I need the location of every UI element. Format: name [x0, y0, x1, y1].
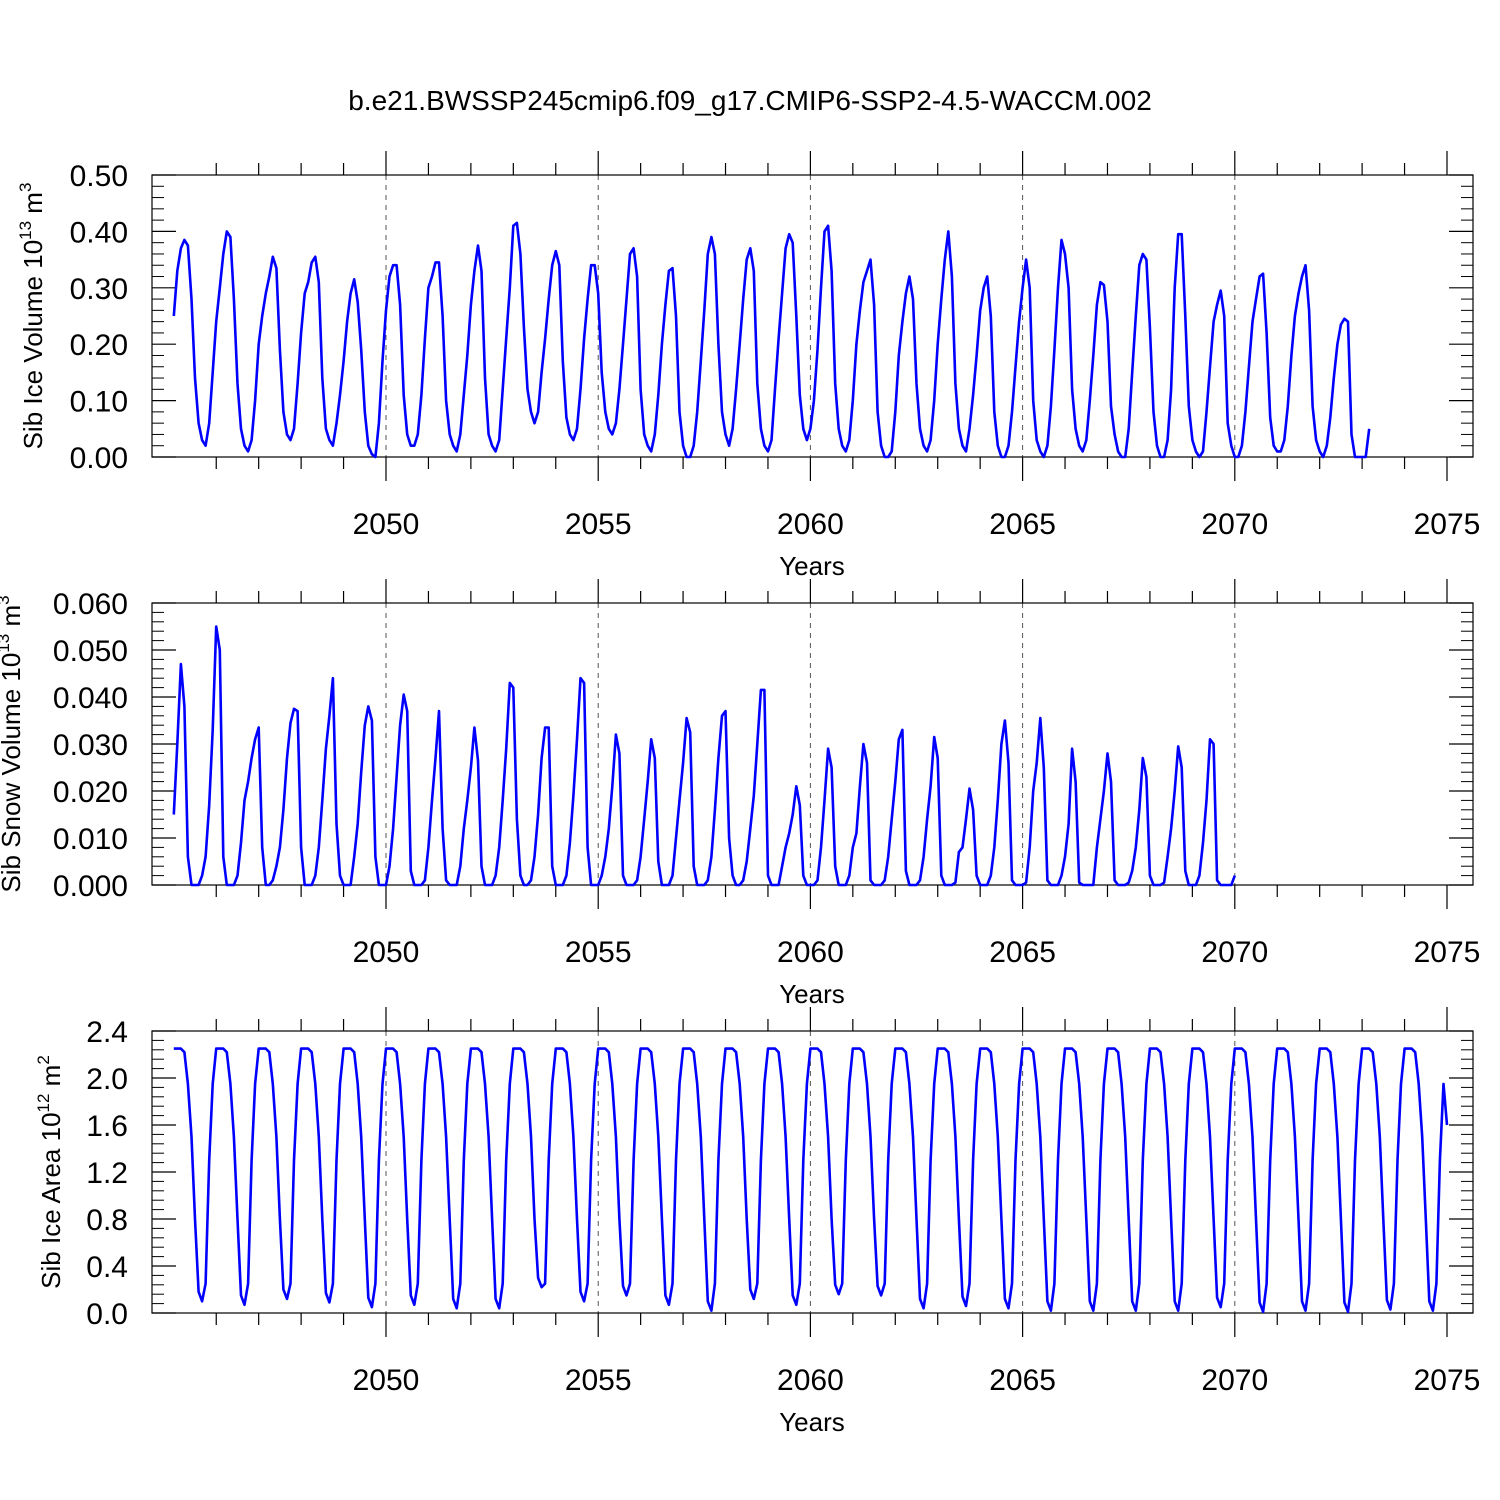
x-tick-label: 2055: [565, 1364, 632, 1397]
x-tick-label: 2065: [989, 508, 1056, 541]
y-tick-label: 0.30: [70, 273, 128, 306]
plot-frame: [151, 174, 1474, 458]
x-tick-label: 2075: [1414, 508, 1481, 541]
x-axis-label: Years: [779, 1407, 845, 1437]
x-tick-label: 2070: [1201, 1364, 1268, 1397]
x-tick-label: 2050: [353, 936, 420, 969]
x-tick-label: 2065: [989, 1364, 1056, 1397]
y-tick-label: 0.10: [70, 386, 128, 419]
y-tick-label: 0.060: [53, 588, 128, 621]
y-tick-label: 0.40: [70, 216, 128, 249]
y-axis-label: Sib Ice Area 1012 m2: [34, 1055, 66, 1289]
y-tick-label: 0.0: [86, 1298, 128, 1331]
y-tick-label: 0.030: [53, 729, 128, 762]
y-tick-label: 0.040: [53, 682, 128, 715]
series-line-0: [172, 221, 1371, 459]
x-tick-label: 2075: [1414, 1364, 1481, 1397]
x-tick-label: 2050: [353, 508, 420, 541]
y-tick-label: 2.4: [86, 1016, 128, 1049]
y-tick-label: 0.8: [86, 1204, 128, 1237]
panel-ice-volume: 0.00 0.10 0.20 0.30 0.40 0.50 2050 2055 2060 2065…: [16, 151, 1480, 581]
x-axis-label: Years: [779, 551, 845, 581]
y-tick-label: 0.010: [53, 823, 128, 856]
y-tick-label: 1.2: [86, 1157, 128, 1190]
x-tick-label: 2065: [989, 936, 1056, 969]
y-tick-label: 0.20: [70, 329, 128, 362]
x-tick-label: 2070: [1201, 936, 1268, 969]
series-line-0: [173, 1047, 1449, 1314]
y-tick-label: 0.4: [86, 1251, 128, 1284]
series-line-0: [172, 625, 1237, 887]
x-tick-label: 2055: [565, 508, 632, 541]
y-tick-label: 1.6: [86, 1110, 128, 1143]
y-tick-label: 0.000: [53, 870, 128, 903]
x-tick-label: 2050: [353, 1364, 420, 1397]
y-axis-label: Sib Ice Volume 1013 m3: [16, 183, 48, 450]
x-tick-label: 2060: [777, 936, 844, 969]
plot-frame: [151, 602, 1474, 886]
y-tick-label: 2.0: [86, 1063, 128, 1096]
panel-snow-volume: 0.000 0.010 0.020 0.030 0.040 0.050 0.060 2050 2…: [0, 579, 1480, 1009]
figure-title: b.e21.BWSSP245cmip6.f09_g17.CMIP6-SSP2-4…: [348, 85, 1152, 116]
y-axis-label: Sib Snow Volume 1013 m3: [0, 595, 26, 892]
y-tick-label: 0.50: [70, 160, 128, 193]
x-tick-label: 2055: [565, 936, 632, 969]
x-tick-label: 2070: [1201, 508, 1268, 541]
panel-ice-area: 0.0 0.4 0.8 1.2 1.6 2.0 2.4 2050 2055 2060 2065 207…: [34, 1007, 1480, 1437]
x-tick-label: 2060: [777, 1364, 844, 1397]
y-tick-label: 0.020: [53, 776, 128, 809]
y-tick-label: 0.00: [70, 442, 128, 475]
x-tick-label: 2060: [777, 508, 844, 541]
y-tick-label: 0.050: [53, 635, 128, 668]
x-tick-label: 2075: [1414, 936, 1481, 969]
x-axis-label: Years: [779, 979, 845, 1009]
